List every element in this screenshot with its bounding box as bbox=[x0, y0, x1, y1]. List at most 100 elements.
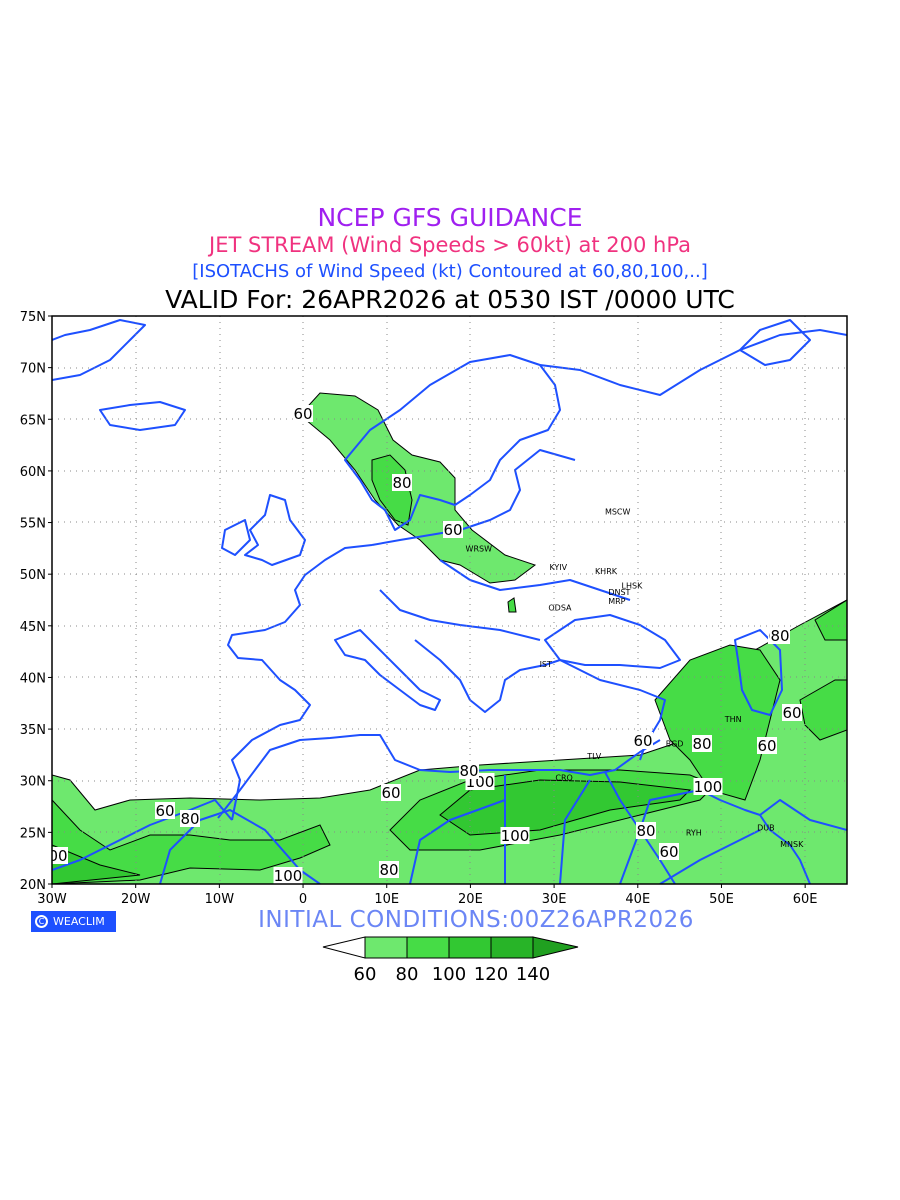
valid-time-title: VALID For: 26APR2026 at 0530 IST /0000 U… bbox=[165, 285, 735, 314]
legend-low-arrow bbox=[322, 936, 366, 959]
contour-label-bg bbox=[659, 843, 679, 860]
contour-label-bg bbox=[155, 802, 175, 819]
copyright-icon: C bbox=[35, 915, 48, 928]
contour-label: 80 bbox=[692, 735, 711, 753]
lon-label: 20E bbox=[458, 892, 483, 907]
city-label: DUB bbox=[757, 823, 775, 832]
contour-label-bg bbox=[782, 704, 802, 721]
city-label: KHRK bbox=[595, 567, 618, 576]
contour-label-bg bbox=[757, 737, 777, 754]
contour-label: 80 bbox=[770, 627, 789, 645]
legend-swatch bbox=[490, 936, 534, 959]
contour-label-bg bbox=[379, 861, 399, 878]
contour-label-bg bbox=[459, 762, 479, 779]
lon-label: 20W bbox=[121, 892, 151, 907]
lon-label: 40E bbox=[625, 892, 650, 907]
legend-swatch bbox=[406, 936, 450, 959]
contour-label: 80 bbox=[180, 810, 199, 828]
legend-tick-label: 100 bbox=[432, 964, 466, 985]
contour-label-bg bbox=[443, 521, 463, 538]
city-label: MRP bbox=[608, 597, 625, 606]
lat-label: 50N bbox=[20, 568, 46, 583]
title-line-1: NCEP GFS GUIDANCE bbox=[317, 203, 583, 232]
title-line-3: [ISOTACHS of Wind Speed (kt) Contoured a… bbox=[192, 261, 708, 282]
contour-label-bg bbox=[692, 735, 712, 752]
contour-label: 60 bbox=[659, 843, 678, 861]
contour-label-bg bbox=[180, 810, 200, 827]
contour-label-bg bbox=[293, 405, 313, 422]
contour-label: 80 bbox=[379, 861, 398, 879]
coastlines bbox=[52, 319, 847, 884]
legend-tick-label: 140 bbox=[516, 964, 550, 985]
contour-label: 100 bbox=[274, 867, 303, 885]
lat-label: 40N bbox=[20, 671, 46, 686]
lat-label: 25N bbox=[20, 826, 46, 841]
contour-label: 00 bbox=[48, 847, 67, 865]
legend-tick-label: 120 bbox=[474, 964, 508, 985]
city-label: DNST bbox=[608, 588, 630, 597]
lat-label: 60N bbox=[20, 465, 46, 480]
legend-tick-label: 80 bbox=[396, 964, 419, 985]
title-line-2: JET STREAM (Wind Speeds > 60kt) at 200 h… bbox=[209, 233, 691, 257]
city-label: RYH bbox=[686, 828, 702, 837]
contour-label-bg bbox=[636, 822, 656, 839]
city-label: KYIV bbox=[549, 563, 567, 572]
contour-label-bg bbox=[273, 867, 303, 884]
lon-label: 60E bbox=[793, 892, 818, 907]
initial-conditions: INITIAL CONDITIONS:00Z26APR2026 bbox=[258, 907, 694, 933]
contour-label: 60 bbox=[633, 732, 652, 750]
lat-label: 20N bbox=[20, 878, 46, 893]
lat-label: 30N bbox=[20, 775, 46, 790]
weaclim-logo: C WEACLIM bbox=[31, 911, 116, 932]
lat-label: 65N bbox=[20, 413, 46, 428]
contour-label-bg bbox=[392, 474, 412, 491]
city-label: MSCW bbox=[605, 507, 631, 516]
legend-swatch bbox=[364, 936, 408, 959]
lat-label: 70N bbox=[20, 362, 46, 377]
contour-label: 60 bbox=[155, 802, 174, 820]
city-label: MNSK bbox=[780, 840, 804, 849]
city-label: THN bbox=[724, 715, 742, 724]
contour-label-bg bbox=[52, 847, 68, 864]
contour-label: 60 bbox=[443, 521, 462, 539]
contour-label-bg bbox=[693, 778, 723, 795]
contour-label: 100 bbox=[501, 827, 530, 845]
lat-label: 45N bbox=[20, 620, 46, 635]
contour-label: 60 bbox=[782, 704, 801, 722]
legend-tick-label: 60 bbox=[354, 964, 377, 985]
lon-label: 10W bbox=[205, 892, 235, 907]
gridlines bbox=[52, 316, 847, 884]
lon-label: 10E bbox=[374, 892, 399, 907]
contour-label-bg bbox=[381, 784, 401, 801]
contour-label: 80 bbox=[636, 822, 655, 840]
city-label: CRO bbox=[555, 774, 572, 783]
city-label: BGD bbox=[666, 740, 684, 749]
map-frame bbox=[51, 315, 848, 885]
contour-labels: 6080606060801001008060601006080801006080… bbox=[48, 405, 802, 885]
logo-text: WEACLIM bbox=[53, 915, 105, 928]
lat-label: 75N bbox=[20, 310, 46, 325]
contour-label-bg bbox=[633, 732, 653, 749]
contour-label: 80 bbox=[459, 762, 478, 780]
lat-label: 35N bbox=[20, 723, 46, 738]
city-label: TLV bbox=[586, 752, 601, 761]
lon-label: 0 bbox=[299, 892, 307, 907]
city-label: ODSA bbox=[548, 603, 572, 612]
lon-label: 30E bbox=[542, 892, 567, 907]
city-label: IST bbox=[540, 660, 552, 669]
legend-swatch bbox=[448, 936, 492, 959]
lon-label: 30W bbox=[37, 892, 67, 907]
lat-label: 55N bbox=[20, 517, 46, 532]
lon-label: 50E bbox=[709, 892, 734, 907]
contour-label-bg bbox=[500, 827, 530, 844]
contour-label: 100 bbox=[694, 778, 723, 796]
contour-label: 80 bbox=[392, 474, 411, 492]
legend-high-arrow bbox=[532, 936, 579, 959]
contour-label-bg bbox=[770, 627, 790, 644]
contour-label: 60 bbox=[293, 405, 312, 423]
